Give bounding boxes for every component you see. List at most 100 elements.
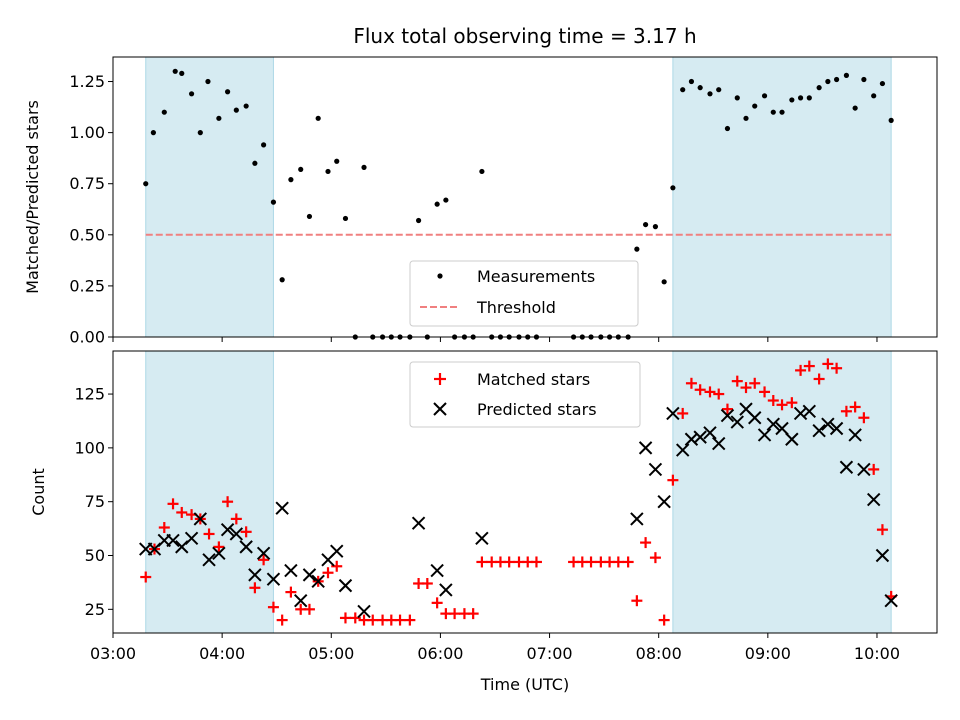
measurement-point bbox=[479, 168, 485, 175]
matched-star-point bbox=[339, 612, 351, 624]
bottom-plot-frame bbox=[112, 350, 938, 634]
legend-threshold-label: Threshold bbox=[476, 298, 556, 317]
top-shades-interval-0 bbox=[145, 56, 274, 338]
measurement-points bbox=[143, 68, 894, 340]
measurement-point bbox=[688, 78, 695, 85]
top-y-tick-label: 0.75 bbox=[69, 174, 105, 193]
matched-star-point bbox=[394, 614, 406, 626]
predicted-stars-points bbox=[139, 402, 898, 619]
legend-measurements-marker bbox=[437, 273, 443, 279]
measurement-point bbox=[279, 277, 285, 283]
measurement-point bbox=[761, 93, 768, 99]
measurement-point bbox=[216, 115, 222, 121]
measurement-point bbox=[716, 87, 722, 93]
predicted-star-point bbox=[266, 572, 281, 586]
matched-star-point bbox=[876, 524, 888, 536]
measurement-point bbox=[642, 221, 649, 228]
matched-star-point bbox=[749, 377, 761, 389]
measurement-point bbox=[415, 217, 422, 224]
matched-star-point bbox=[249, 582, 261, 594]
bottom-x-tick-label: 09:00 bbox=[745, 644, 791, 663]
legend-matched-marker bbox=[434, 373, 446, 385]
measurement-point bbox=[298, 166, 304, 173]
matched-star-point bbox=[158, 522, 170, 534]
bottom-y-tick-label: 100 bbox=[74, 438, 105, 457]
predicted-star-point bbox=[684, 432, 699, 446]
top-y-tick-label: 0.50 bbox=[69, 225, 105, 244]
measurement-point bbox=[150, 130, 156, 136]
bottom-legend: Matched stars Predicted stars bbox=[409, 361, 641, 428]
measurement-point bbox=[161, 109, 167, 115]
measurement-point bbox=[143, 181, 149, 187]
measurement-point bbox=[634, 246, 640, 252]
bottom-shaded-intervals bbox=[145, 350, 892, 634]
matched-star-point bbox=[467, 608, 479, 620]
predicted-star-point bbox=[357, 604, 371, 619]
measurement-point bbox=[871, 93, 877, 99]
bottom-x-tick-label: 06:00 bbox=[417, 644, 463, 663]
predicted-star-point bbox=[411, 516, 426, 530]
measurement-point bbox=[816, 85, 822, 91]
measurement-point bbox=[443, 197, 449, 203]
matched-star-point bbox=[285, 586, 297, 598]
measurement-point bbox=[233, 107, 239, 113]
predicted-star-point bbox=[884, 594, 898, 608]
predicted-star-point bbox=[212, 546, 226, 561]
predicted-star-point bbox=[829, 421, 844, 436]
matched-star-point bbox=[731, 375, 743, 387]
matched-star-point bbox=[303, 603, 315, 615]
matched-star-point bbox=[713, 388, 725, 400]
measurement-point bbox=[288, 177, 294, 183]
measurement-point bbox=[361, 164, 367, 170]
matched-star-point bbox=[585, 556, 597, 568]
matched-star-point bbox=[803, 360, 815, 372]
matched-star-point bbox=[322, 567, 334, 579]
bottom-x-tick-label: 03:00 bbox=[90, 644, 136, 663]
bottom-y-tick-label: 50 bbox=[85, 546, 105, 565]
measurement-point bbox=[789, 97, 795, 103]
top-plot-frame bbox=[112, 56, 938, 338]
predicted-star-point bbox=[793, 406, 808, 421]
predicted-star-point bbox=[430, 563, 444, 578]
measurement-point bbox=[661, 279, 667, 285]
matched-star-point bbox=[240, 526, 252, 538]
matched-star-point bbox=[694, 384, 706, 396]
bottom-y-tick-label: 125 bbox=[74, 385, 105, 404]
measurement-point bbox=[315, 115, 321, 121]
predicted-star-point bbox=[311, 574, 325, 589]
measurement-point bbox=[179, 70, 185, 76]
bottom-x-tick-label: 08:00 bbox=[636, 644, 682, 663]
matched-star-point bbox=[704, 386, 716, 398]
matched-star-point bbox=[167, 498, 179, 510]
matched-star-point bbox=[213, 541, 225, 553]
predicted-star-point bbox=[630, 512, 644, 526]
matched-star-point bbox=[404, 614, 416, 626]
predicted-star-point bbox=[330, 544, 344, 558]
matched-star-point bbox=[658, 614, 670, 626]
measurement-point bbox=[861, 76, 867, 83]
predicted-star-point bbox=[239, 540, 253, 554]
top-shaded-intervals bbox=[145, 56, 892, 338]
matched-star-point bbox=[140, 571, 152, 583]
measurement-point bbox=[825, 78, 831, 85]
matched-star-point bbox=[685, 377, 697, 389]
top-y-tick-label: 0.00 bbox=[69, 328, 105, 347]
measurement-point bbox=[205, 78, 211, 85]
measurement-point bbox=[652, 224, 659, 230]
predicted-star-point bbox=[275, 501, 289, 515]
predicted-star-point bbox=[256, 546, 271, 561]
predicted-star-point bbox=[294, 594, 308, 608]
predicted-star-point bbox=[857, 462, 871, 477]
predicted-star-point bbox=[338, 578, 353, 593]
measurement-point bbox=[172, 68, 178, 74]
predicted-star-point bbox=[229, 527, 244, 541]
legend-predicted-marker bbox=[433, 402, 447, 416]
bottom-x-tick-label: 10:00 bbox=[854, 644, 900, 663]
matched-star-point bbox=[530, 556, 542, 568]
matched-star-point bbox=[868, 463, 880, 475]
measurement-point bbox=[697, 85, 703, 91]
matched-star-point bbox=[776, 399, 788, 411]
bottom-x-tick-label: 04:00 bbox=[199, 644, 245, 663]
matched-star-point bbox=[449, 608, 461, 620]
measurement-point bbox=[743, 115, 749, 121]
